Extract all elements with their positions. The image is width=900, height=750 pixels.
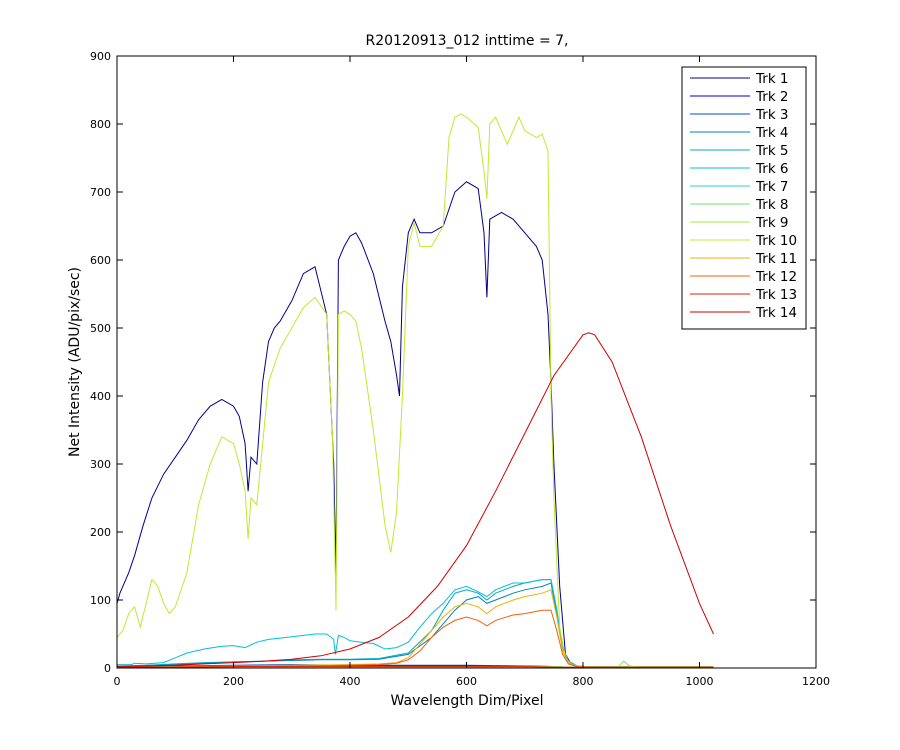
series-line-trk-11 (117, 589, 714, 668)
x-tick-label: 800 (573, 675, 594, 688)
series-line-trk-13 (117, 666, 714, 668)
y-tick-label: 600 (90, 254, 111, 267)
y-tick-label: 900 (90, 50, 111, 63)
plot-area (117, 113, 714, 668)
y-axis-title: Net Intensity (ADU/pix/sec) (67, 267, 83, 457)
legend-label-trk-14: Trk 14 (755, 305, 797, 321)
y-tick-label: 800 (90, 118, 111, 131)
y-tick-label: 100 (90, 594, 111, 607)
legend: Trk 1 Trk 2 Trk 3 Trk 4 Trk 5 Trk 6 Trk 7 Trk 8… (681, 66, 807, 330)
y-tick-label: 700 (90, 186, 111, 199)
x-tick-label: 200 (223, 675, 244, 688)
chart-title: R20120913_012 inttime = 7, (365, 33, 568, 49)
legend-label-trk-3: Trk 3 (755, 107, 789, 123)
legend-label-trk-7: Trk 7 (755, 179, 789, 195)
x-tick-label: 0 (114, 675, 121, 688)
legend-box (681, 66, 807, 330)
series-line-trk-14 (117, 332, 714, 668)
series-line-trk-6 (117, 579, 714, 668)
y-tick-label: 400 (90, 390, 111, 403)
x-tick-label: 600 (456, 675, 477, 688)
legend-label-trk-10: Trk 10 (755, 233, 797, 249)
legend-label-trk-4: Trk 4 (755, 125, 789, 141)
y-tick-label: 200 (90, 526, 111, 539)
legend-label-trk-11: Trk 11 (755, 251, 797, 267)
legend-label-trk-9: Trk 9 (755, 215, 789, 231)
axes: 0 200 400 600 800 1000 1200 0 100 200 300 400 500 600… (90, 50, 830, 688)
x-tick-label: 1000 (686, 675, 714, 688)
series-line-trk-10 (117, 113, 714, 668)
y-tick-label: 0 (104, 662, 111, 675)
legend-label-trk-1: Trk 1 (755, 71, 789, 87)
x-tick-label: 1200 (802, 675, 830, 688)
series-line-trk-12 (117, 609, 714, 668)
legend-label-trk-2: Trk 2 (755, 89, 789, 105)
x-axis-title: Wavelength Dim/Pixel (391, 693, 544, 709)
x-tick-label: 400 (340, 675, 361, 688)
legend-label-trk-6: Trk 6 (755, 161, 789, 177)
legend-label-trk-13: Trk 13 (755, 287, 797, 303)
legend-label-trk-8: Trk 8 (755, 197, 789, 213)
series-line-trk-1 (117, 181, 714, 668)
legend-label-trk-12: Trk 12 (755, 269, 797, 285)
legend-label-trk-5: Trk 5 (755, 143, 789, 159)
y-tick-label: 300 (90, 458, 111, 471)
y-tick-label: 500 (90, 322, 111, 335)
